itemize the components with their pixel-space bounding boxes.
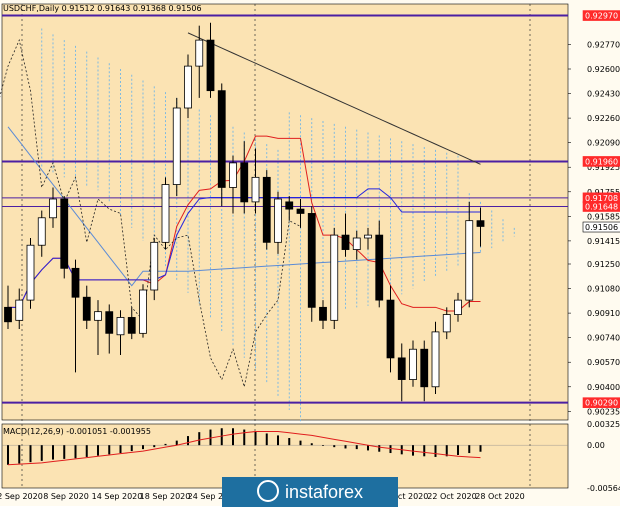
price-badge-label: 0.91960 [585,157,618,166]
candle-body [454,299,462,315]
price-badge-label: 0.92970 [585,12,618,21]
candle-body [285,201,294,210]
y-tick-label: 0.91755 [587,188,620,197]
macd-y-tick-label: 0.003252 [587,420,620,429]
candle-body [150,241,159,291]
y-tick-label: 0.92430 [587,90,620,99]
candle-body [15,299,24,321]
candle-body [409,348,417,380]
candle-body [442,314,451,333]
y-tick-label: 0.92770 [587,40,620,49]
macd-y-tick-label: -0.005642 [587,484,620,493]
x-axis-label: 24 Sep 2020 [188,492,239,501]
candle-body [4,306,12,323]
chart-header-text: USDCHF,Daily 0.91512 0.91643 0.91368 0.9… [3,4,202,13]
macd-signal-line [7,431,481,466]
candle-body [60,198,69,269]
watermark-text: instaforex [284,482,364,502]
price-badge-label: 0.91648 [585,203,618,212]
price-badge [582,201,620,212]
y-tick-label: 0.90400 [587,383,620,392]
candle-body [184,65,192,109]
x-axis-label: 22 Oct 2020 [427,492,476,501]
candle-body [37,217,46,246]
y-tick-label: 0.90740 [587,334,620,343]
price-badge-label: 0.91506 [585,223,618,232]
candle-body [476,220,485,227]
macd-y-tick-label: 0.00 [587,441,605,450]
price-badge-label: 0.90290 [585,399,618,408]
x-axis-label: 14 Sep 2020 [92,492,143,501]
price-badge [582,221,620,233]
y-tick-label: 0.91250 [587,260,620,269]
y-tick-label: 0.92600 [587,65,620,74]
macd-header: MACD(12,26,9) -0.001051 -0.001955 [3,427,151,436]
candle-body [161,184,170,243]
candle-body [251,176,260,203]
candle-body [49,198,57,219]
y-tick-label: 0.90570 [587,358,620,367]
y-tick-label: 0.91415 [587,237,620,246]
candle-body [94,311,102,321]
instaforex-watermark: instaforex [222,477,398,507]
price-badge [582,10,620,21]
x-axis-label: 2 Sep 2020 [0,492,43,501]
chart-header: USDCHF,Daily 0.91512 0.91643 0.91368 0.9… [3,4,202,13]
candle-body [82,296,91,321]
x-axis-label: 28 Oct 2020 [475,492,524,501]
candle-body [420,348,429,388]
candle-body [397,357,406,380]
y-tick-label: 0.90235 [587,407,620,416]
candle-body [172,107,181,185]
price-badge [582,397,620,408]
y-tick-label: 0.92260 [587,114,620,123]
candle-body [262,176,271,243]
candle-body [296,208,305,214]
candle-body [71,267,80,298]
candle-body [240,162,249,203]
candle-body [26,244,35,301]
candle-body [195,39,204,67]
y-tick-label: 0.91925 [587,163,620,172]
price-badge-label: 0.91708 [585,194,618,203]
x-axis-label: 18 Sep 2020 [140,492,191,501]
candle-body [274,198,282,243]
slow-moving-average-line [187,32,481,165]
candle-body [127,317,136,334]
macd-header-text: MACD(12,26,9) -0.001051 -0.001955 [3,427,151,436]
candle-body [386,299,395,359]
candle-body [139,289,147,334]
y-tick-label: 0.90910 [587,309,620,318]
x-axis-label: Oct 2020 [392,492,429,501]
candle-body [330,234,339,321]
candle-body [206,39,215,92]
y-tick-label: 0.92090 [587,139,620,148]
x-axis-label: 8 Sep 2020 [43,492,89,501]
candle-body [431,331,440,388]
candle-body [352,237,361,250]
y-tick-label: 0.91080 [587,285,620,294]
candle-body [341,234,350,250]
candle-body [319,306,327,321]
moving-average-line [7,126,481,287]
price-pane [1,3,569,421]
instaforex-logo-icon [256,480,279,503]
price-badge [582,156,620,167]
candle-body [217,90,226,188]
candle-body [307,213,316,308]
candle-body [375,234,384,301]
candle-body [465,220,474,301]
candle-body [116,317,125,336]
candle-body [105,311,114,334]
y-tick-label: 0.91585 [587,212,620,221]
candle-body [229,162,237,188]
candle-body [364,234,372,239]
